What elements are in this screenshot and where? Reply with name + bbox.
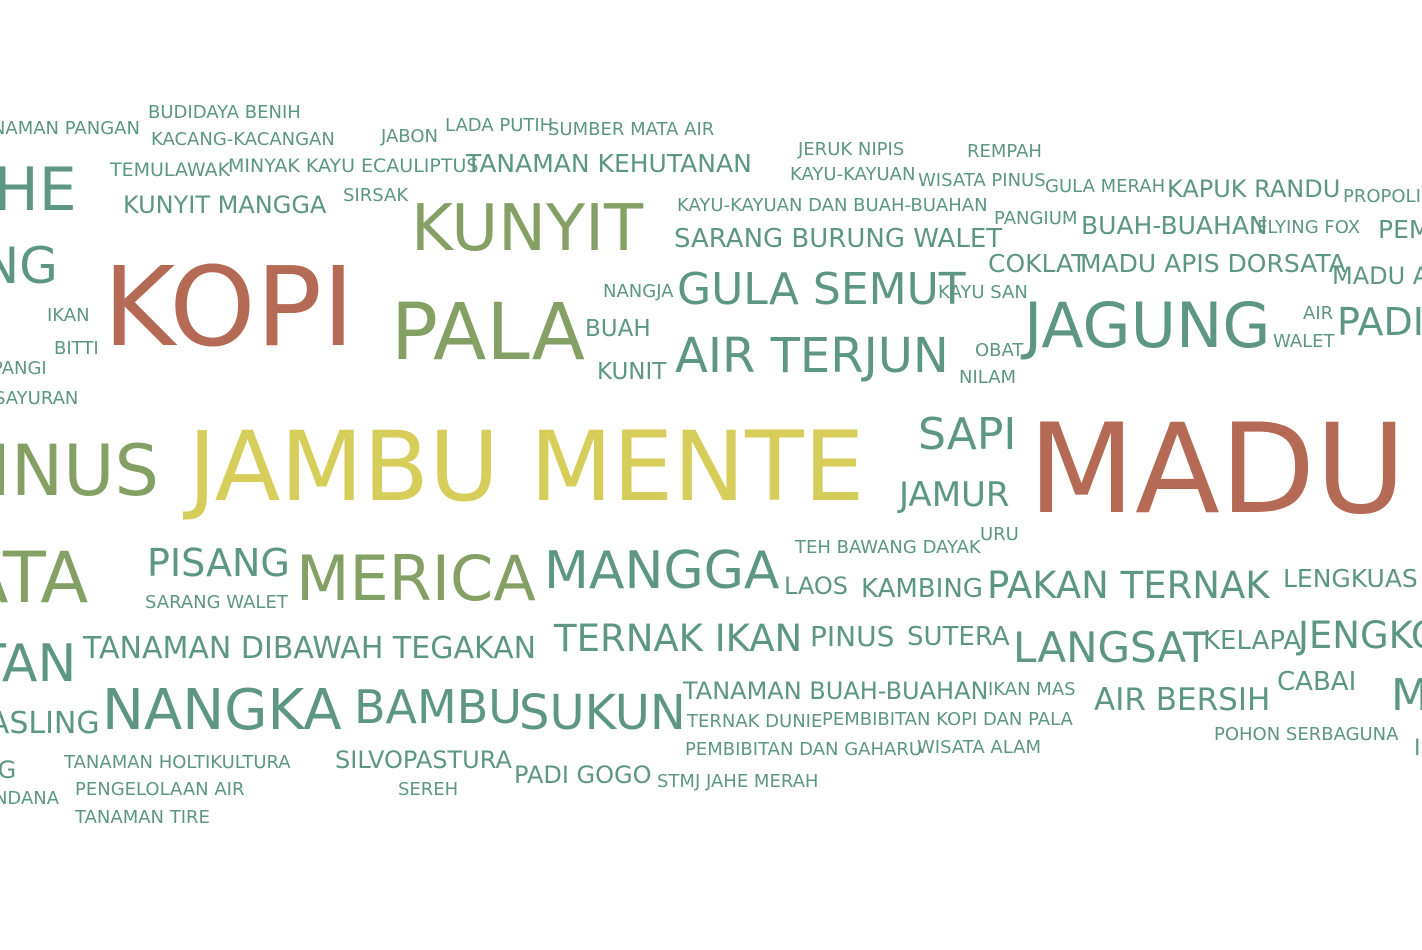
word-temulawak: TEMULAWAK xyxy=(110,159,231,181)
word-merica: MERICA xyxy=(296,542,536,615)
word-kunyit: KUNYIT xyxy=(411,192,644,266)
word-kayu-kayuan: KAYU-KAYUAN xyxy=(790,164,916,185)
word-tanaman-holtikultura: TANAMAN HOLTIKULTURA xyxy=(64,752,291,773)
word-pembibitan-kopi-dan-pala: PEMBIBITAN KOPI DAN PALA xyxy=(822,709,1073,730)
word-teh-bawang-dayak: TEH BAWANG DAYAK xyxy=(795,537,981,558)
word-wisata-alam: WISATA ALAM xyxy=(917,737,1042,758)
word-sereh: SEREH xyxy=(398,779,459,800)
word-coklat: COKLAT xyxy=(988,249,1087,278)
word-hutan: HUTAN xyxy=(0,634,77,694)
word-jabon: JABON xyxy=(381,126,438,147)
word-kacang-kacangan: KACANG-KACANGAN xyxy=(151,129,335,150)
word-uru: URU xyxy=(980,524,1019,545)
word-padi-gogo: PADI GOGO xyxy=(514,761,652,789)
word-walet: WALET xyxy=(1273,331,1335,352)
word-gula-semut: GULA SEMUT xyxy=(677,264,966,315)
word-tanaman-tire: TANAMAN TIRE xyxy=(75,807,210,828)
word-kayu-kayuan-dan-buah-buahan: KAYU-KAYUAN DAN BUAH-BUAHAN xyxy=(677,195,988,216)
word-gula-merah: GULA MERAH xyxy=(1045,176,1166,197)
word-sapi: SAPI xyxy=(918,409,1017,460)
word-kapuk-randu: KAPUK RANDU xyxy=(1167,175,1341,203)
word-obat: OBAT xyxy=(975,340,1024,361)
word-mangga: MANGGA xyxy=(544,541,780,601)
word-sirsak: SIRSAK xyxy=(343,185,409,206)
word-kelapa: KELAPA xyxy=(1203,626,1302,656)
word-jambu-mente: JAMBU MENTE xyxy=(188,411,865,523)
word-buah: BUAH xyxy=(585,316,651,342)
word-pisang-left: PISANG xyxy=(0,237,58,295)
word-kunit: KUNIT xyxy=(597,359,667,385)
word-silvopastura: SILVOPASTURA xyxy=(335,746,512,774)
word-kunyit-mangga: KUNYIT MANGGA xyxy=(123,191,327,219)
word-ikan-mas: IKAN MAS xyxy=(988,679,1076,700)
word-langsat: LANGSAT xyxy=(1013,623,1209,672)
word-pala: PALA xyxy=(391,288,586,378)
word-flying-fox: FLYING FOX xyxy=(1257,217,1361,238)
word-lengkuas: LENGKUAS xyxy=(1283,564,1418,593)
word-tanaman-buah-buahan: TANAMAN BUAH-BUAHAN xyxy=(683,677,989,705)
word-cendana: CENDANA xyxy=(0,788,60,809)
word-jahe: JAHE xyxy=(0,155,77,225)
word-kambing: KAMBING xyxy=(861,574,983,604)
word-air: AIR xyxy=(1303,303,1334,324)
word-buah-buahan: BUAH-BUAHAN xyxy=(1081,211,1268,240)
word-madu-apis: MADU APIS xyxy=(1332,262,1422,290)
word-pohon-serbaguna: POHON SERBAGUNA xyxy=(1214,724,1399,745)
word-pisang: PISANG xyxy=(147,541,290,585)
word-laos: LAOS xyxy=(784,572,849,600)
word-kayu-san: KAYU SAN xyxy=(938,282,1028,303)
word-jagung: JAGUNG xyxy=(1024,289,1271,362)
word-rempah: REMPAH xyxy=(967,141,1042,162)
word-pakan-ternak: PAKAN TERNAK xyxy=(987,564,1270,607)
word-wisata-pinus: WISATA PINUS xyxy=(918,170,1046,191)
word-ternak-ikan: TERNAK IKAN xyxy=(554,617,803,660)
word-jeruk-nipis: JERUK NIPIS xyxy=(798,139,905,160)
word-stmj-jahe-merah: STMJ JAHE MERAH xyxy=(657,771,819,792)
word-kopi: KOPI xyxy=(103,243,355,371)
word-tanaman-dibawah-tegakan: TANAMAN DIBAWAH TEGAKAN xyxy=(83,631,537,666)
word-bambu: BAMBU xyxy=(354,680,522,734)
word-madu-apis-dorsata: MADU APIS DORSATA xyxy=(1080,249,1346,278)
word-wisata: WISATA xyxy=(0,537,89,619)
word-madu: MADU xyxy=(1028,398,1407,542)
word-cabai: CABAI xyxy=(1277,667,1357,697)
word-minyak-kayu-ecauliptus: MINYAK KAYU ECAULIPTUS xyxy=(228,155,479,177)
word-fragment-i: I xyxy=(1414,736,1421,761)
word-ternak-dunie: TERNAK DUNIE xyxy=(687,711,823,732)
word-lada-putih: LADA PUTIH xyxy=(445,115,554,136)
word-nangja: NANGJA xyxy=(603,281,674,302)
word-pembibitan: PEMBIBITAN xyxy=(1378,215,1422,244)
word-air-bersih: AIR BERSIH xyxy=(1094,682,1271,718)
word-sarang-walet: SARANG WALET xyxy=(145,592,288,613)
word-pengelolaan-air: PENGELOLAAN AIR xyxy=(75,779,245,800)
word-tanaman-kehutanan: TANAMAN KEHUTANAN xyxy=(466,149,752,178)
word-sarang-burung-walet: SARANG BURUNG WALET xyxy=(674,224,1003,254)
word-pinus-large: PINUS xyxy=(0,430,159,512)
word-bitti: BITTI xyxy=(54,338,99,359)
word-padi: PADI xyxy=(1337,300,1422,344)
word-budidaya-benih: BUDIDAYA BENIH xyxy=(148,102,301,123)
word-air-terjun: AIR TERJUN xyxy=(675,328,949,384)
word-manggis: MANGGIS xyxy=(1391,670,1422,721)
word-sumber-mata-air: SUMBER MATA AIR xyxy=(548,119,715,140)
word-pangi: PANGI xyxy=(0,358,47,379)
word-sukun: SUKUN xyxy=(519,685,686,741)
word-nilam: NILAM xyxy=(959,367,1017,388)
word-sayuran: SAYURAN xyxy=(0,388,79,409)
word-pembibitan-dan-gaharu: PEMBIBITAN DAN GAHARU xyxy=(685,739,923,760)
word-ikan: IKAN xyxy=(47,305,90,326)
word-jengkeng: JENGKENG xyxy=(0,756,17,784)
word-jengkol: JENGKOL xyxy=(1298,614,1422,657)
word-jamur: JAMUR xyxy=(899,475,1010,515)
word-sutera: SUTERA xyxy=(907,622,1010,652)
word-pinus: PINUS xyxy=(810,620,895,653)
word-tanaman-pangan: TANAMAN PANGAN xyxy=(0,118,140,139)
word-kepasling: KEPASLING xyxy=(0,706,100,741)
word-nangka: NANGKA xyxy=(102,678,342,743)
word-propolis: PROPOLIS xyxy=(1343,186,1422,207)
word-pangium: PANGIUM xyxy=(994,208,1078,229)
